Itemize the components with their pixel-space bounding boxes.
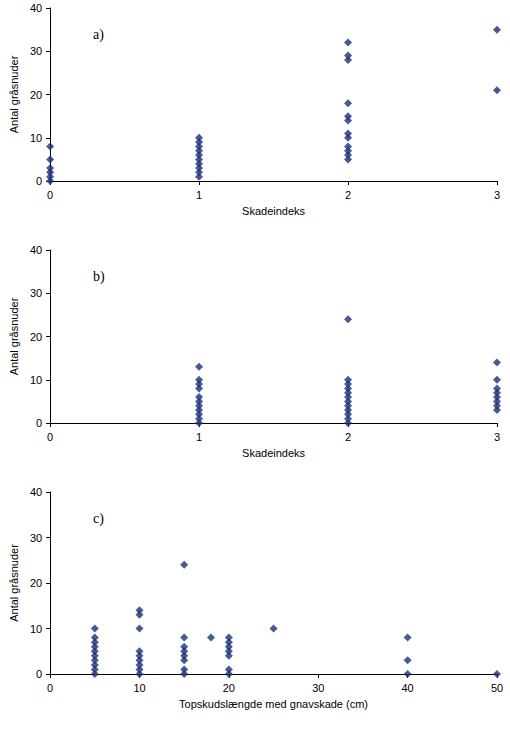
svg-text:40: 40 bbox=[402, 682, 414, 694]
svg-text:30: 30 bbox=[30, 287, 42, 299]
svg-text:0: 0 bbox=[36, 175, 42, 187]
svg-text:0: 0 bbox=[47, 189, 53, 201]
svg-text:0: 0 bbox=[36, 417, 42, 429]
svg-text:3: 3 bbox=[494, 431, 500, 443]
svg-text:b): b) bbox=[93, 269, 105, 285]
svg-text:20: 20 bbox=[30, 331, 42, 343]
svg-text:10: 10 bbox=[133, 682, 145, 694]
svg-text:a): a) bbox=[93, 27, 104, 43]
svg-text:Antal gråsnuder: Antal gråsnuder bbox=[8, 297, 20, 375]
svg-text:0: 0 bbox=[36, 668, 42, 680]
svg-text:2: 2 bbox=[345, 431, 351, 443]
svg-text:50: 50 bbox=[491, 682, 503, 694]
svg-text:0: 0 bbox=[47, 431, 53, 443]
svg-text:Antal gråsnuder: Antal gråsnuder bbox=[8, 55, 20, 133]
svg-text:40: 40 bbox=[30, 244, 42, 256]
svg-text:30: 30 bbox=[30, 532, 42, 544]
svg-text:20: 20 bbox=[30, 89, 42, 101]
svg-text:2: 2 bbox=[345, 189, 351, 201]
svg-text:3: 3 bbox=[494, 189, 500, 201]
svg-text:Skadeindeks: Skadeindeks bbox=[242, 447, 305, 459]
svg-text:30: 30 bbox=[30, 45, 42, 57]
svg-text:20: 20 bbox=[223, 682, 235, 694]
svg-text:Topskudslængde med gnavskade (: Topskudslængde med gnavskade (cm) bbox=[179, 698, 368, 710]
svg-text:Skadeindeks: Skadeindeks bbox=[242, 205, 305, 217]
svg-text:20: 20 bbox=[30, 577, 42, 589]
svg-text:10: 10 bbox=[30, 374, 42, 386]
svg-text:1: 1 bbox=[196, 431, 202, 443]
svg-text:40: 40 bbox=[30, 2, 42, 14]
svg-text:30: 30 bbox=[312, 682, 324, 694]
svg-text:1: 1 bbox=[196, 189, 202, 201]
svg-text:c): c) bbox=[93, 511, 104, 527]
svg-text:0: 0 bbox=[47, 682, 53, 694]
svg-text:10: 10 bbox=[30, 623, 42, 635]
svg-text:Antal gråsnuder: Antal gråsnuder bbox=[8, 544, 20, 622]
svg-text:10: 10 bbox=[30, 132, 42, 144]
svg-text:40: 40 bbox=[30, 486, 42, 498]
